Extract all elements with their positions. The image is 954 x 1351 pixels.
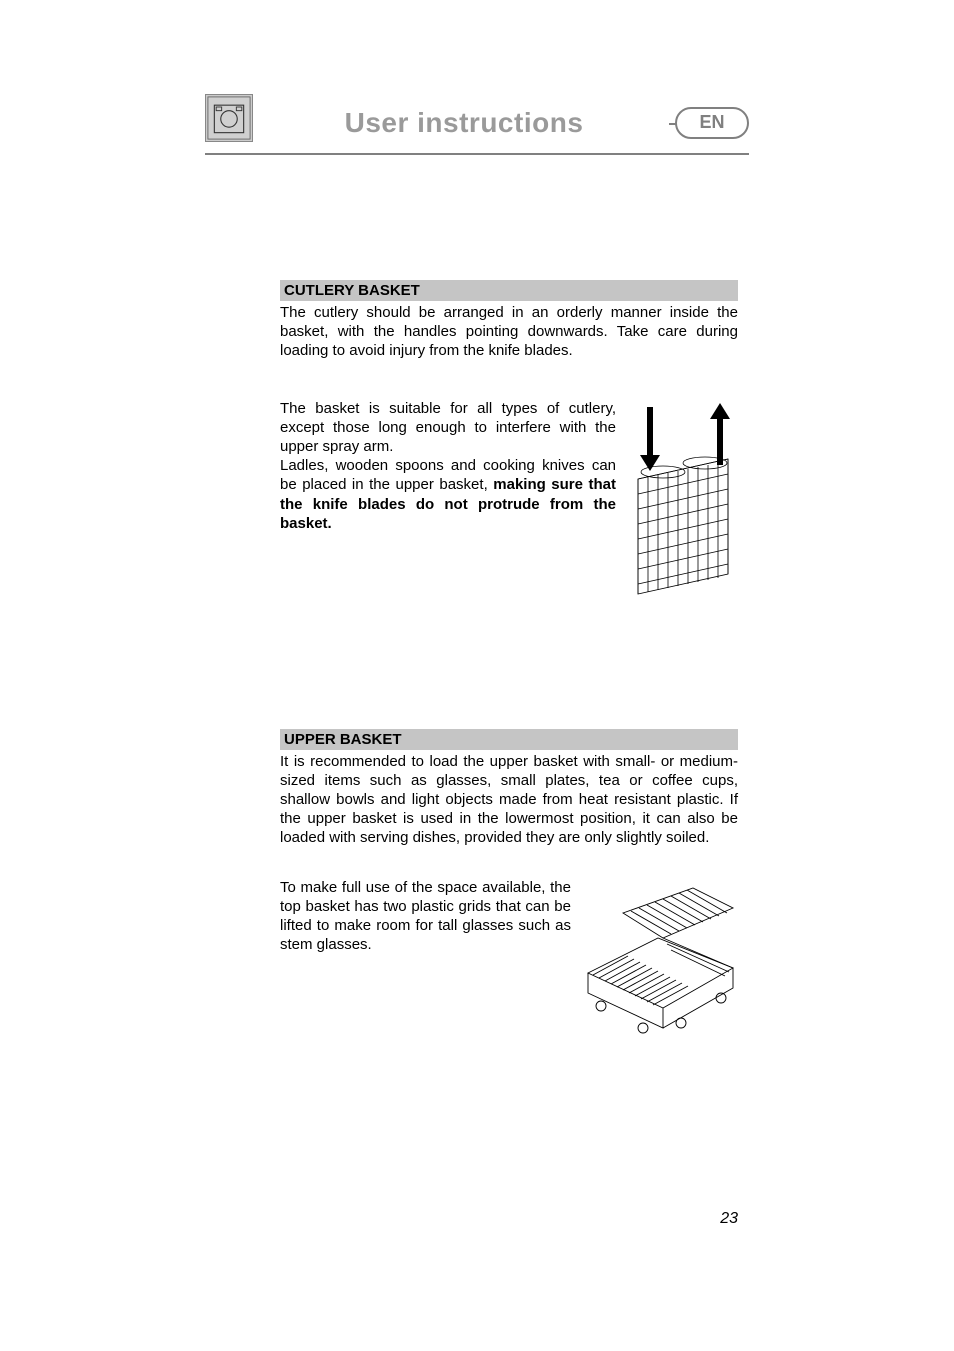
upper-basket-figure [583, 878, 738, 1043]
page: User instructions EN CUTLERY BASKET The … [0, 0, 954, 1351]
spacer [280, 361, 738, 399]
cutlery-basket-figure [628, 399, 738, 609]
upper-row: To make full use of the space available,… [280, 878, 738, 1043]
page-number: 23 [720, 1210, 738, 1228]
upper-para1: It is recommended to load the upper bask… [280, 752, 738, 848]
section-heading-upper: UPPER BASKET [280, 729, 738, 750]
language-badge: EN [675, 107, 749, 139]
cutlery-para2a: The basket is suitable for all types of … [280, 400, 616, 455]
language-code: EN [699, 112, 724, 133]
page-header: User instructions EN [205, 95, 749, 150]
spacer [280, 609, 738, 729]
upper-para2: To make full use of the space available,… [280, 878, 571, 1043]
spacer [280, 848, 738, 878]
manual-icon [205, 94, 253, 142]
header-rule [205, 153, 749, 155]
cutlery-para1: The cutlery should be arranged in an ord… [280, 303, 738, 361]
page-title: User instructions [253, 107, 675, 139]
section-heading-cutlery: CUTLERY BASKET [280, 280, 738, 301]
cutlery-para2: The basket is suitable for all types of … [280, 399, 616, 609]
content-area: CUTLERY BASKET The cutlery should be arr… [280, 280, 738, 1043]
cutlery-row: The basket is suitable for all types of … [280, 399, 738, 609]
